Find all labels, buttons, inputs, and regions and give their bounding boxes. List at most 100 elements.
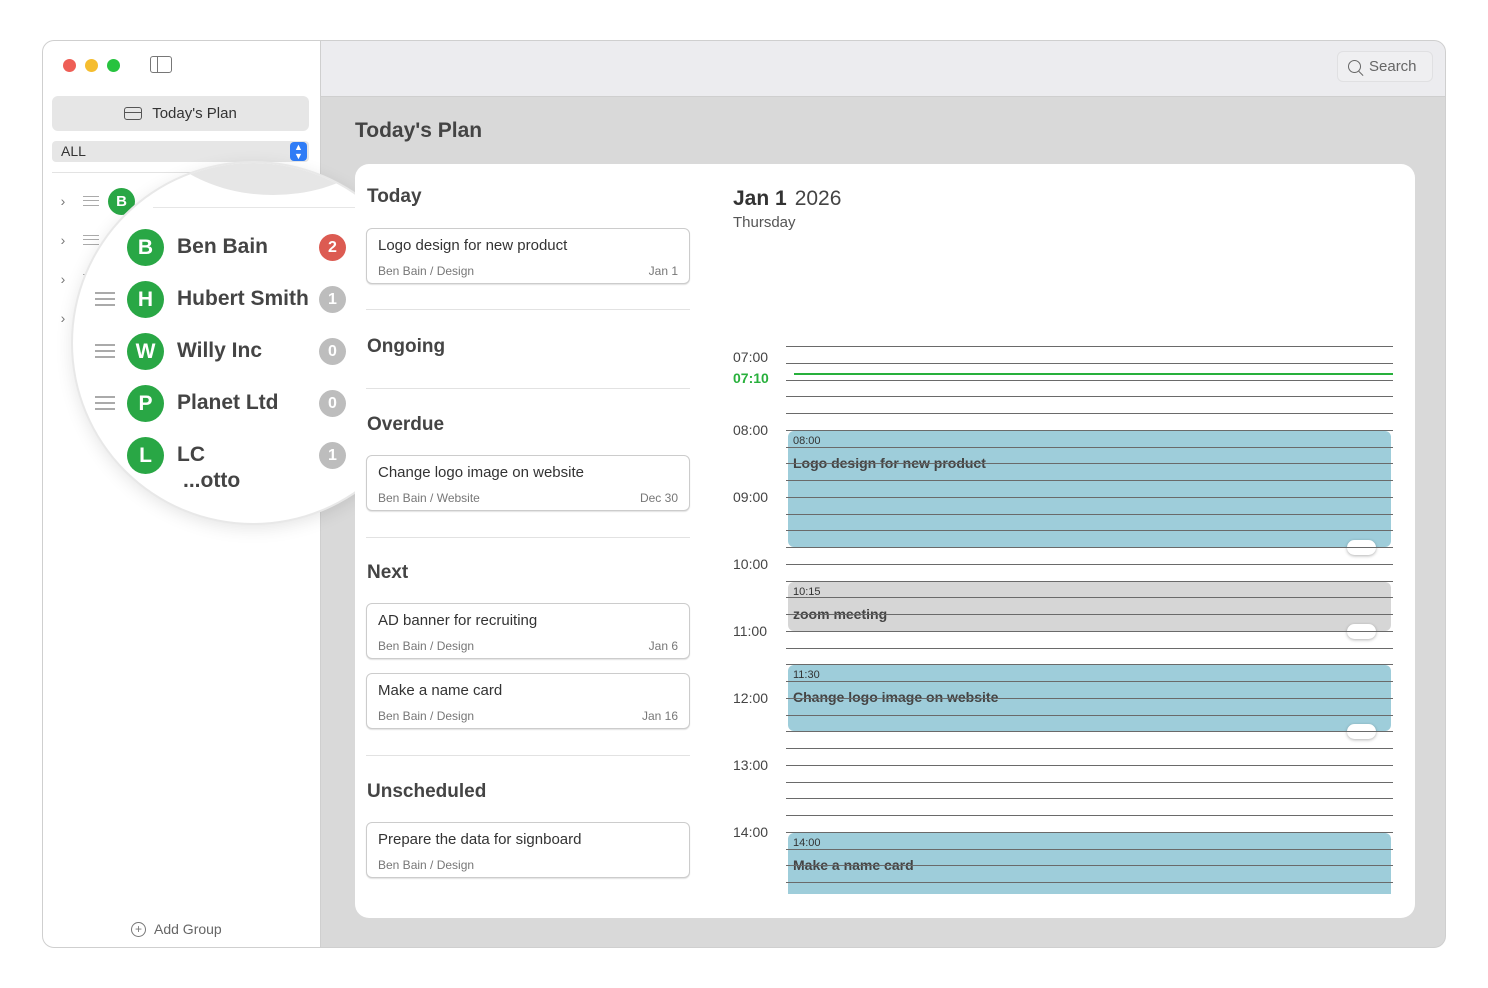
section-today-title: Today bbox=[367, 186, 422, 207]
grid-line bbox=[786, 446, 1393, 448]
hour-label: 10:00 bbox=[733, 555, 769, 572]
task-card[interactable]: Logo design for new product Ben Bain / D… bbox=[366, 228, 690, 284]
filter-value: ALL bbox=[61, 143, 86, 159]
calendar-event[interactable]: 10:15 zoom meeting bbox=[788, 581, 1391, 639]
plus-circle-icon: + bbox=[131, 921, 146, 937]
current-time-line bbox=[794, 372, 1393, 375]
chevron-right-icon[interactable]: › bbox=[60, 232, 66, 248]
event-title: Change logo image on website bbox=[793, 689, 999, 706]
grid-line bbox=[786, 429, 1393, 431]
grid-line bbox=[786, 748, 1393, 749]
chevron-up-down-icon: ▲ ▼ bbox=[290, 142, 307, 161]
hour-label: 12:00 bbox=[733, 689, 769, 706]
grid-line bbox=[786, 413, 1393, 414]
grid-line bbox=[786, 513, 1393, 515]
avatar: L bbox=[127, 436, 164, 474]
calendar-year: 2026 bbox=[794, 187, 842, 210]
hour-label: 09:00 bbox=[733, 488, 769, 505]
task-meta: Ben Bain / Website bbox=[378, 491, 480, 505]
task-meta: Ben Bain / Design bbox=[378, 709, 475, 723]
task-card[interactable]: Make a name card Ben Bain / Design Jan 1… bbox=[366, 673, 690, 729]
search-icon bbox=[1348, 60, 1361, 73]
calendar-event[interactable]: 14:00 Make a name card bbox=[788, 832, 1391, 894]
task-title: AD banner for recruiting bbox=[378, 612, 538, 629]
task-date: Dec 30 bbox=[639, 491, 678, 505]
grid-line bbox=[786, 396, 1393, 398]
event-time: 14:00 bbox=[793, 836, 821, 849]
zoom-window-button[interactable] bbox=[107, 59, 120, 72]
section-ongoing-title: Ongoing bbox=[367, 336, 446, 357]
section-divider bbox=[366, 755, 690, 756]
add-group-label: Add Group bbox=[154, 921, 222, 937]
event-title: Make a name card bbox=[793, 856, 914, 873]
magnified-group-row: B Ben Bain 2 bbox=[95, 227, 350, 267]
todays-plan-button[interactable]: Today's Plan bbox=[52, 96, 309, 131]
group-filter-select[interactable]: ALL ▲ ▼ bbox=[52, 141, 309, 162]
minimize-window-button[interactable] bbox=[85, 59, 98, 72]
section-next-title: Next bbox=[367, 562, 409, 583]
task-title: Make a name card bbox=[378, 682, 503, 699]
grid-line bbox=[786, 798, 1393, 800]
grid-line bbox=[786, 614, 1393, 615]
calendar-header: Jan 1 2026 Thursday bbox=[733, 187, 841, 231]
grid-line bbox=[786, 580, 1393, 582]
grid-line bbox=[786, 530, 1393, 532]
add-group-button[interactable]: + Add Group bbox=[131, 921, 222, 937]
chevron-right-icon[interactable]: › bbox=[60, 310, 66, 326]
grid-line bbox=[786, 697, 1393, 699]
task-card[interactable]: Prepare the data for signboard Ben Bain … bbox=[366, 822, 690, 878]
magnified-group-row: L LC 1 bbox=[95, 435, 350, 475]
event-title: zoom meeting bbox=[793, 605, 888, 622]
task-title: Logo design for new product bbox=[378, 237, 568, 254]
section-divider bbox=[366, 537, 690, 538]
grid-line bbox=[786, 547, 1393, 548]
task-date: Jan 6 bbox=[648, 639, 678, 653]
toolbar: Search bbox=[321, 41, 1445, 97]
current-time-label: 07:10 bbox=[733, 369, 769, 386]
grid-line bbox=[786, 463, 1393, 465]
chevron-right-icon[interactable]: › bbox=[60, 193, 66, 209]
group-name: Planet Ltd bbox=[177, 391, 279, 414]
chevron-right-icon[interactable]: › bbox=[60, 271, 66, 287]
plan-card: Today Logo design for new product Ben Ba… bbox=[355, 164, 1415, 918]
calendar-event[interactable]: 08:00 Logo design for new product bbox=[788, 430, 1391, 555]
task-card[interactable]: AD banner for recruiting Ben Bain / Desi… bbox=[366, 603, 690, 659]
page-title: Today's Plan bbox=[355, 119, 483, 142]
calendar-weekday: Thursday bbox=[733, 214, 796, 231]
count-badge: 2 bbox=[319, 233, 346, 261]
sidebar-toggle-icon[interactable] bbox=[150, 56, 172, 73]
task-meta: Ben Bain / Design bbox=[378, 639, 475, 653]
search-label: Search bbox=[1369, 58, 1417, 75]
grid-line bbox=[786, 597, 1393, 599]
search-button[interactable]: Search bbox=[1337, 51, 1433, 82]
drag-handle-icon bbox=[95, 344, 115, 358]
group-name: Hubert Smith bbox=[177, 287, 309, 310]
hour-label: 14:00 bbox=[733, 823, 769, 840]
task-card[interactable]: Change logo image on website Ben Bain / … bbox=[366, 455, 690, 511]
task-date: Jan 1 bbox=[648, 264, 678, 278]
section-unscheduled-title: Unscheduled bbox=[367, 781, 487, 802]
day-timeline[interactable]: 07:00 08:00 09:00 10:00 11:00 12:00 13:00 14:00… bbox=[733, 224, 1393, 894]
grid-line bbox=[786, 496, 1393, 498]
count-badge: 0 bbox=[319, 389, 346, 417]
hour-label: 07:00 bbox=[733, 348, 769, 365]
drag-handle-icon bbox=[95, 396, 115, 410]
event-time: 11:30 bbox=[793, 669, 820, 682]
magnified-partial-group-name: ...otto bbox=[183, 469, 241, 492]
close-window-button[interactable] bbox=[63, 59, 76, 72]
avatar: W bbox=[127, 332, 164, 370]
grid-line bbox=[786, 714, 1393, 716]
grid-line bbox=[786, 731, 1393, 733]
grid-line bbox=[786, 346, 1393, 347]
sidebar-divider bbox=[52, 172, 308, 173]
drag-handle-icon[interactable] bbox=[83, 196, 99, 206]
task-meta: Ben Bain / Design bbox=[378, 264, 475, 278]
event-time: 10:15 bbox=[793, 585, 821, 598]
drag-handle-icon[interactable] bbox=[83, 235, 99, 245]
calendar-date: Jan 1 bbox=[733, 187, 787, 210]
grid-line bbox=[786, 865, 1393, 867]
avatar: B bbox=[127, 228, 164, 266]
count-badge: 0 bbox=[319, 337, 346, 365]
grid-line bbox=[786, 379, 1393, 381]
grid-line bbox=[786, 848, 1393, 850]
